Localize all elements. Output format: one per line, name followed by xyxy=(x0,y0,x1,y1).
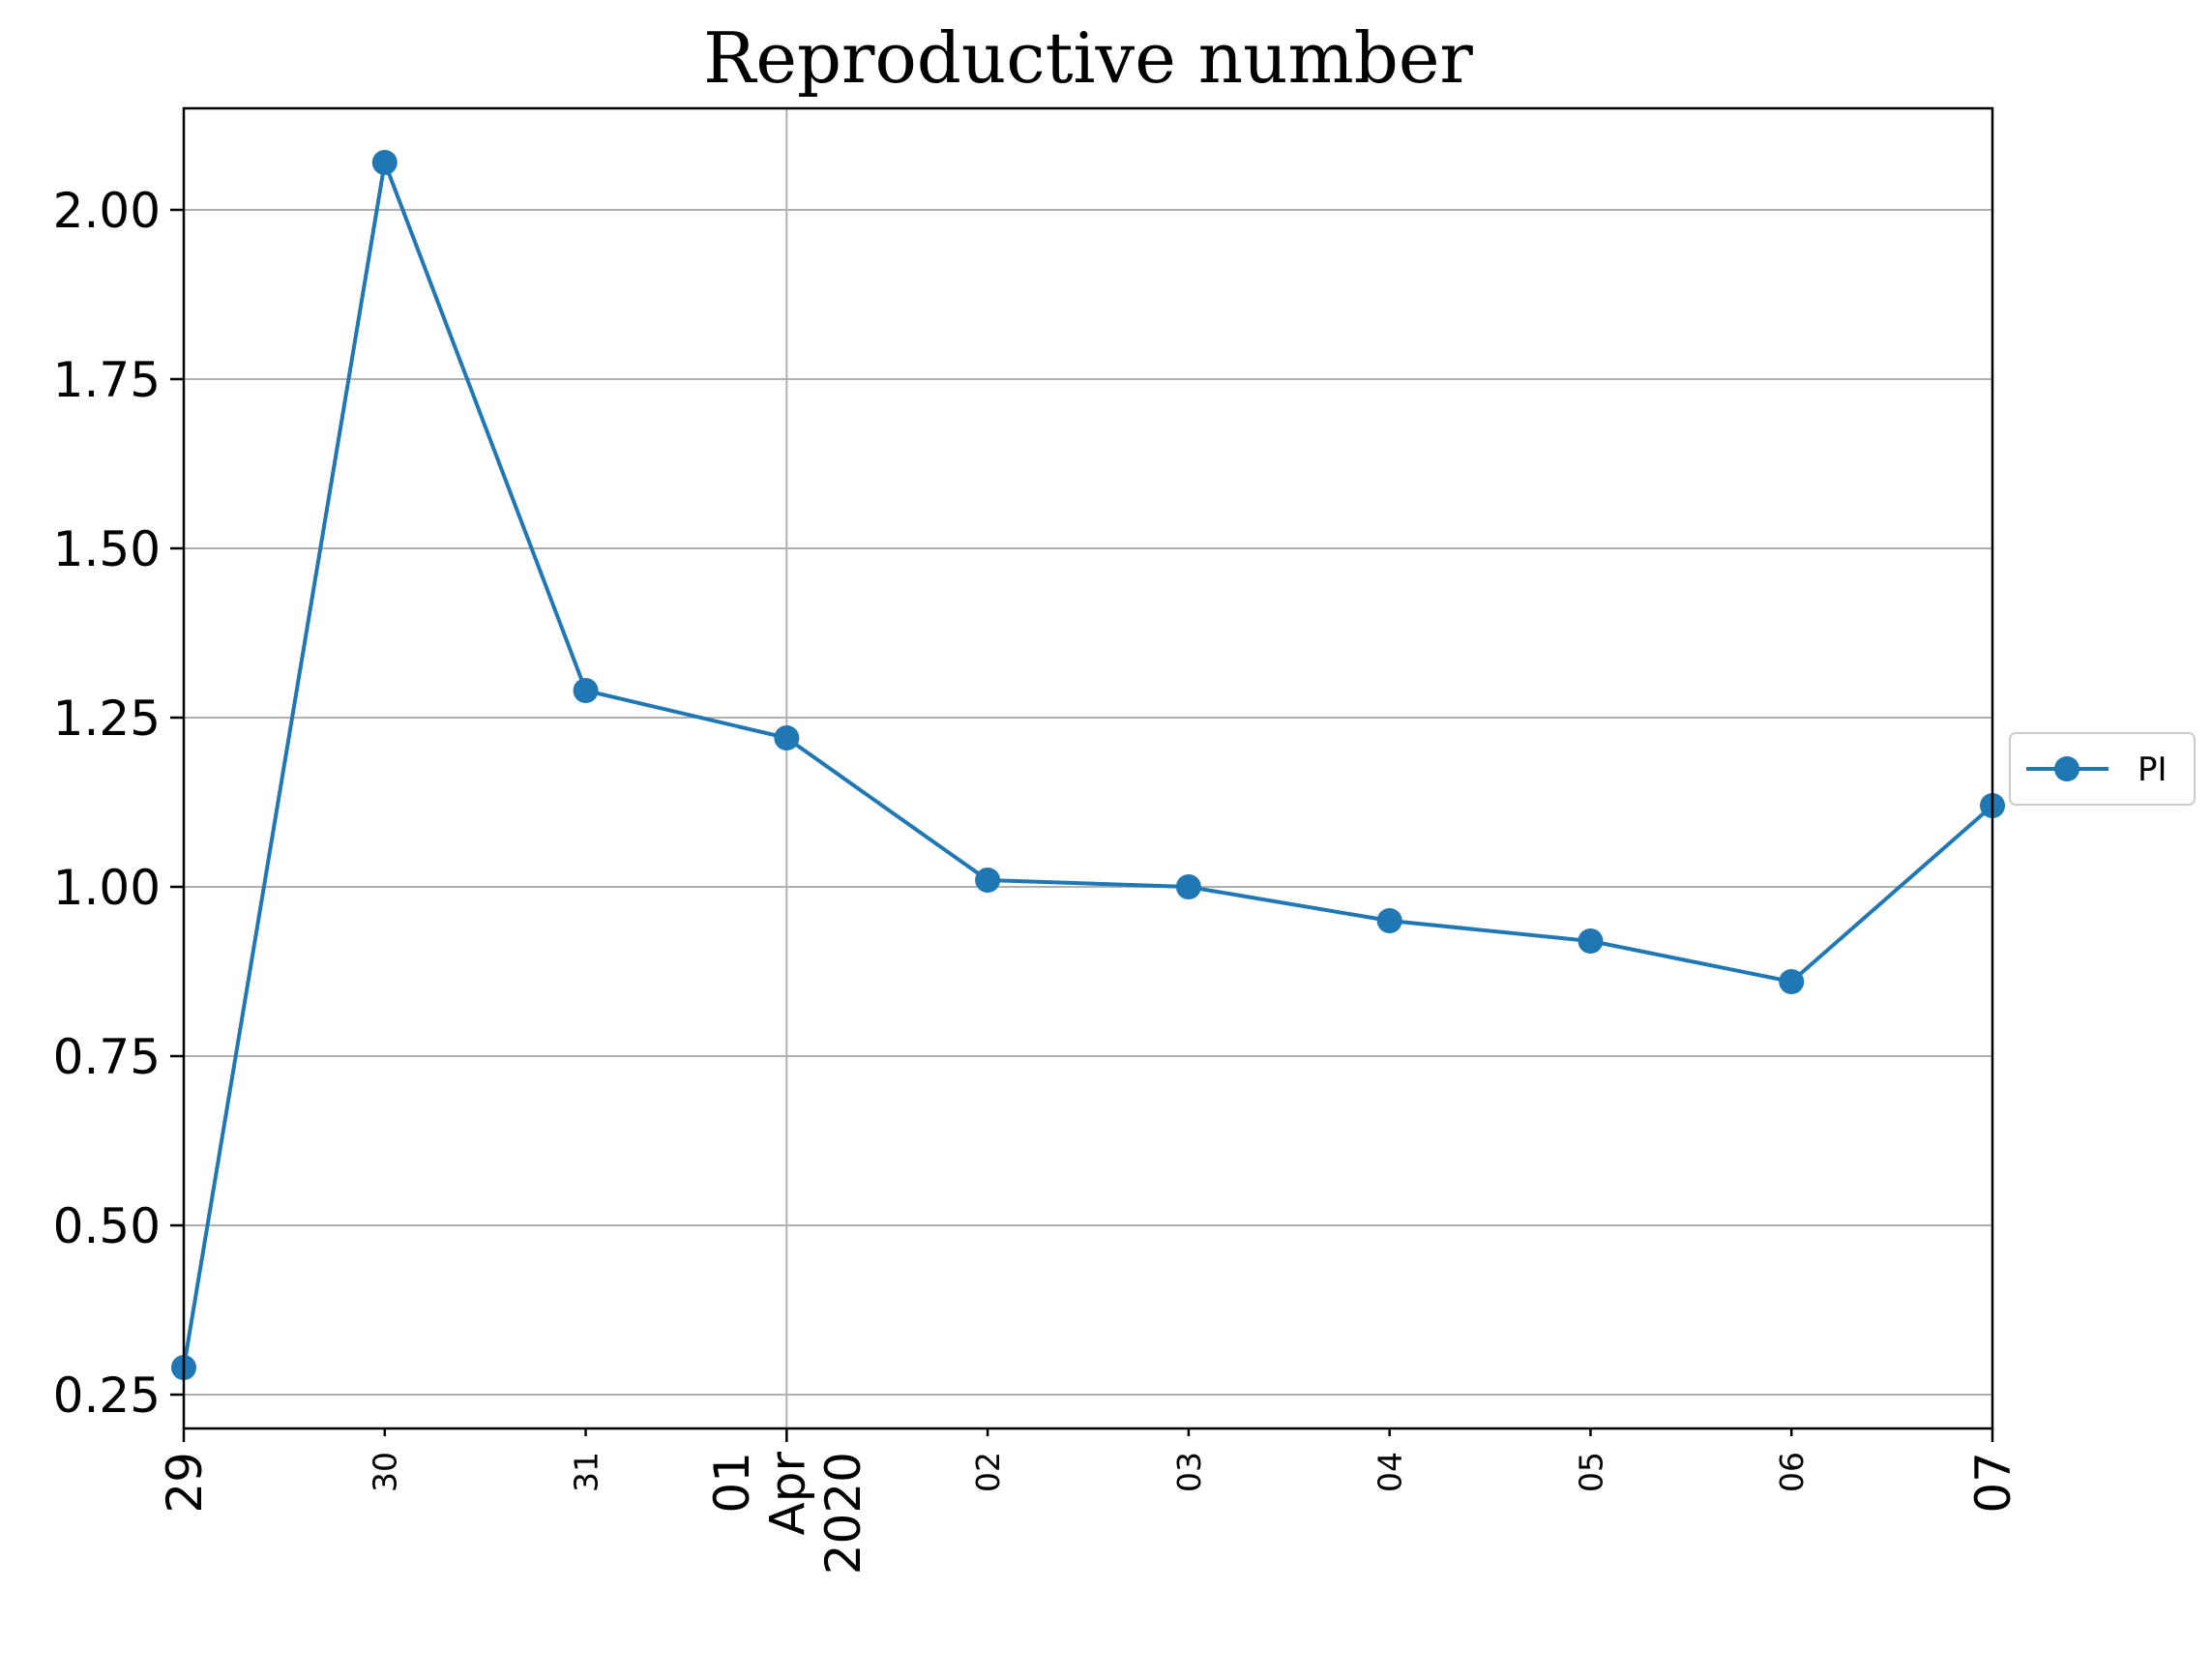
ytick-label: 1.25 xyxy=(53,691,161,747)
xtick-label: 04 xyxy=(1371,1452,1409,1492)
grid xyxy=(184,108,1992,1428)
xtick-label-line: 30 xyxy=(367,1452,404,1492)
ytick-label: 2.00 xyxy=(53,183,161,239)
legend-point-marker xyxy=(2054,756,2079,781)
legend-label-pi: PI xyxy=(2138,751,2168,789)
xtick-label-line: 29 xyxy=(157,1452,213,1514)
xtick-label: 31 xyxy=(567,1452,605,1492)
data-point xyxy=(1578,928,1604,954)
legend: PI xyxy=(2009,732,2196,806)
xtick-label: 30 xyxy=(367,1452,404,1492)
series-layer xyxy=(171,150,2005,1380)
data-point xyxy=(1376,908,1402,933)
ytick-label: 0.25 xyxy=(53,1368,161,1424)
xtick-label: 06 xyxy=(1773,1452,1811,1492)
xtick-label-line: 02 xyxy=(969,1452,1007,1492)
data-point xyxy=(774,725,800,751)
ytick-label: 1.00 xyxy=(53,860,161,916)
xtick-label-line: 03 xyxy=(1170,1452,1208,1492)
xtick-label: 07 xyxy=(1965,1452,2021,1514)
xtick-label: 05 xyxy=(1572,1452,1609,1492)
xtick-label: 03 xyxy=(1170,1452,1208,1492)
y-axis: 0.25 0.50 0.75 1.00 1.25 1.50 1.75 2.00 xyxy=(53,183,184,1424)
data-point xyxy=(975,868,1001,893)
xtick-label-line: 06 xyxy=(1773,1452,1811,1492)
chart-title: Reproductive number xyxy=(703,17,1473,99)
data-point xyxy=(573,678,599,703)
xtick-label-line: 31 xyxy=(567,1452,605,1492)
data-point xyxy=(1779,969,1805,994)
xtick-label-line: 2020 xyxy=(815,1452,871,1575)
ytick-label: 0.75 xyxy=(53,1029,161,1085)
xtick-label: 29 xyxy=(157,1452,213,1514)
ytick-label: 1.75 xyxy=(53,352,161,408)
xtick-label-line: 04 xyxy=(1371,1452,1409,1492)
xtick-label-line: 01 xyxy=(704,1452,760,1514)
ytick-label: 0.50 xyxy=(53,1198,161,1254)
xtick-label: 02 xyxy=(969,1452,1007,1492)
data-point xyxy=(371,150,398,175)
x-axis: 29 30 31 01 Apr 2020 02 03 04 05 06 07 xyxy=(157,1428,2021,1575)
series-line-pi xyxy=(182,161,1994,1369)
xtick-label-line: Apr xyxy=(759,1452,815,1536)
xtick-label-line: 07 xyxy=(1965,1452,2021,1514)
xtick-label: 01 Apr 2020 xyxy=(704,1452,871,1575)
ytick-label: 1.50 xyxy=(53,521,161,577)
data-point xyxy=(1175,874,1201,899)
plot-frame xyxy=(182,106,1994,1430)
xtick-label-line: 05 xyxy=(1572,1452,1609,1492)
